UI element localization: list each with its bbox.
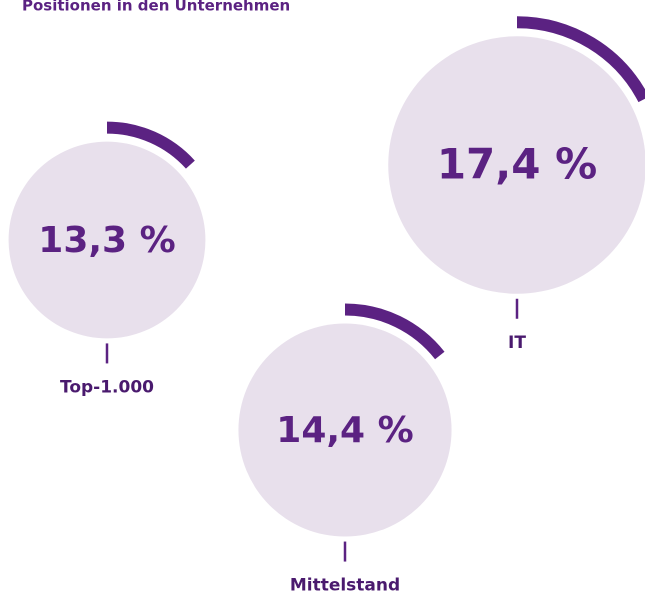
progress-arc bbox=[344, 303, 445, 360]
value-label: 13,3 % bbox=[38, 220, 175, 261]
value-circle bbox=[388, 36, 645, 294]
chart-title: Positionen in den Unternehmen bbox=[22, 0, 290, 15]
value-label: 17,4 % bbox=[437, 140, 597, 189]
value-label: 14,4 % bbox=[276, 410, 413, 451]
value-circle bbox=[238, 323, 452, 537]
category-label: IT bbox=[508, 333, 526, 353]
progress-arc bbox=[106, 121, 195, 169]
value-circle bbox=[8, 141, 206, 339]
category-label: Mittelstand bbox=[290, 576, 400, 596]
progress-arc bbox=[516, 16, 645, 103]
category-label: Top-1.000 bbox=[60, 377, 154, 397]
